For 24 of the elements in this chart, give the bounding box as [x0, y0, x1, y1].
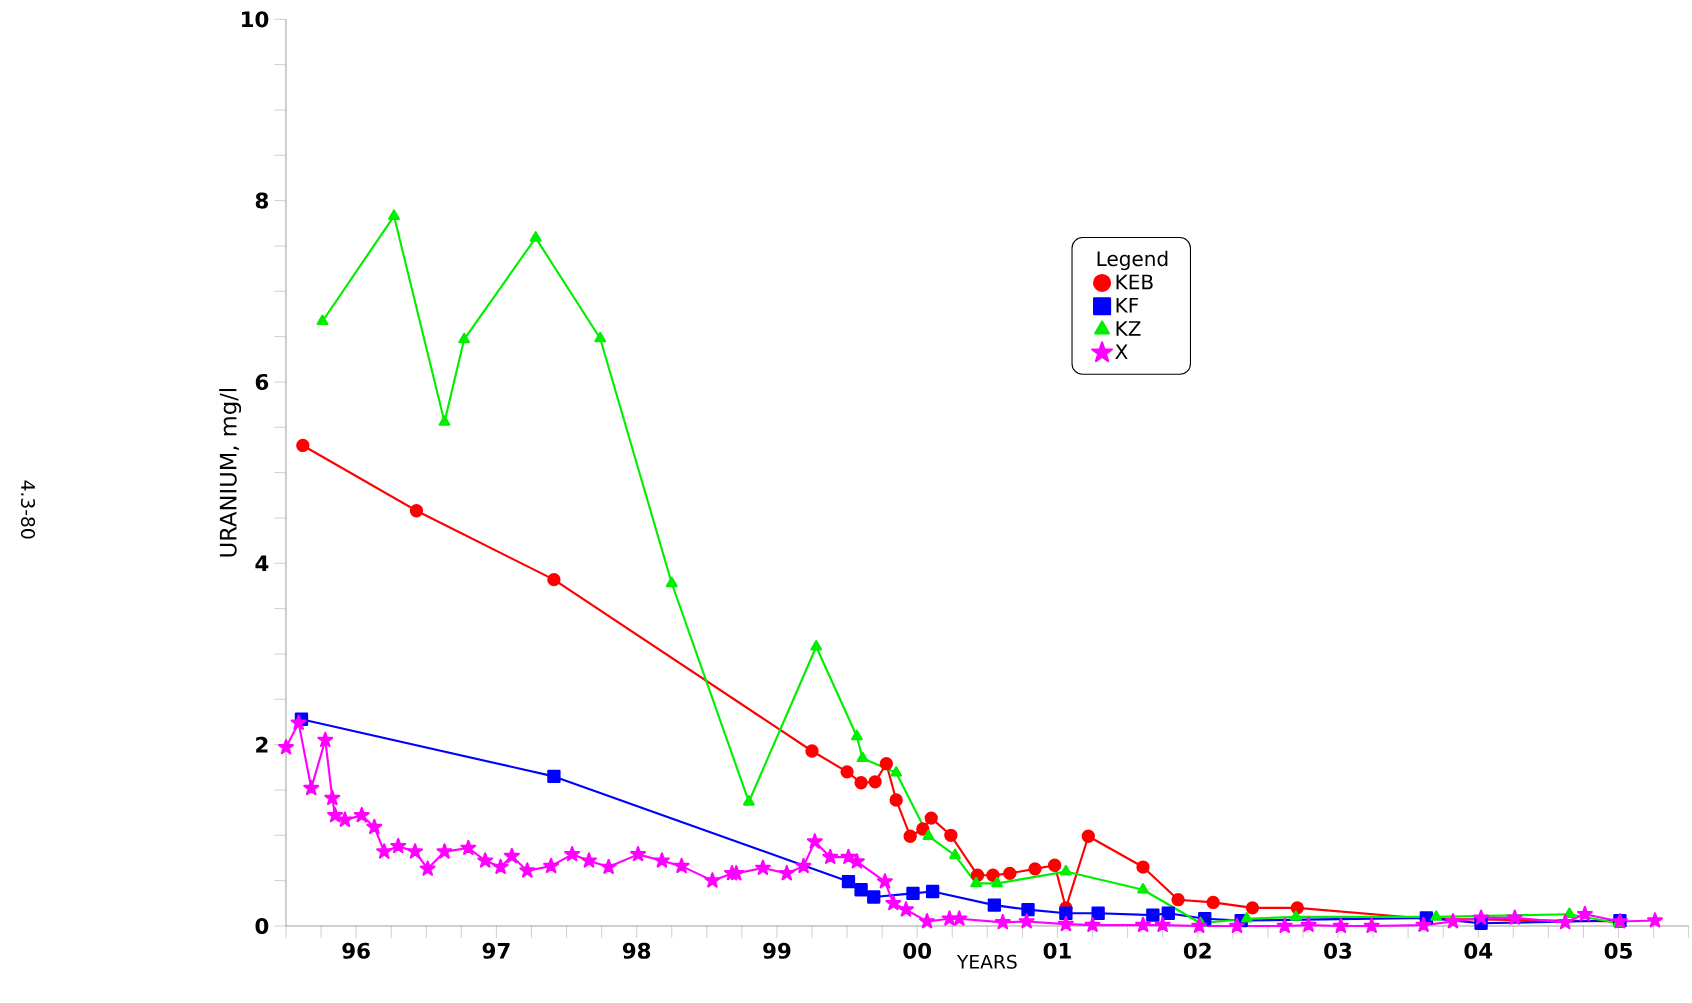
x-tick-label: 04	[1464, 942, 1493, 959]
legend-label: KEB	[1116, 274, 1153, 290]
x-tick-label: 00	[903, 942, 932, 959]
y-tick-label: 2	[256, 736, 268, 753]
x-tick-label: 97	[482, 942, 510, 959]
y-tick-label: 0	[255, 917, 269, 935]
x-tick-label: 96	[342, 942, 370, 959]
legend-label: KZ	[1116, 321, 1141, 336]
x-axis-title: YEARS	[956, 954, 1017, 969]
legend-title: Legend	[1097, 250, 1168, 271]
y-tick-label: 8	[255, 192, 268, 209]
y-axis-title: URANIUM, mg/l	[219, 389, 242, 557]
x-tick-label: 98	[622, 942, 651, 959]
legend-label: X	[1115, 344, 1128, 359]
legend-label: KF	[1116, 297, 1139, 313]
x-tick-label: 99	[763, 942, 791, 959]
x-tick-label: 03	[1324, 942, 1352, 959]
y-tick-label: 10	[242, 11, 269, 28]
text: 4.3-80	[20, 480, 36, 539]
x-tick-label: 02	[1183, 942, 1211, 959]
x-tick-label: 01	[1043, 942, 1071, 959]
x-tick-label: 05	[1604, 942, 1632, 959]
y-tick-label: 6	[255, 373, 269, 391]
y-tick-label: 4	[255, 555, 269, 572]
